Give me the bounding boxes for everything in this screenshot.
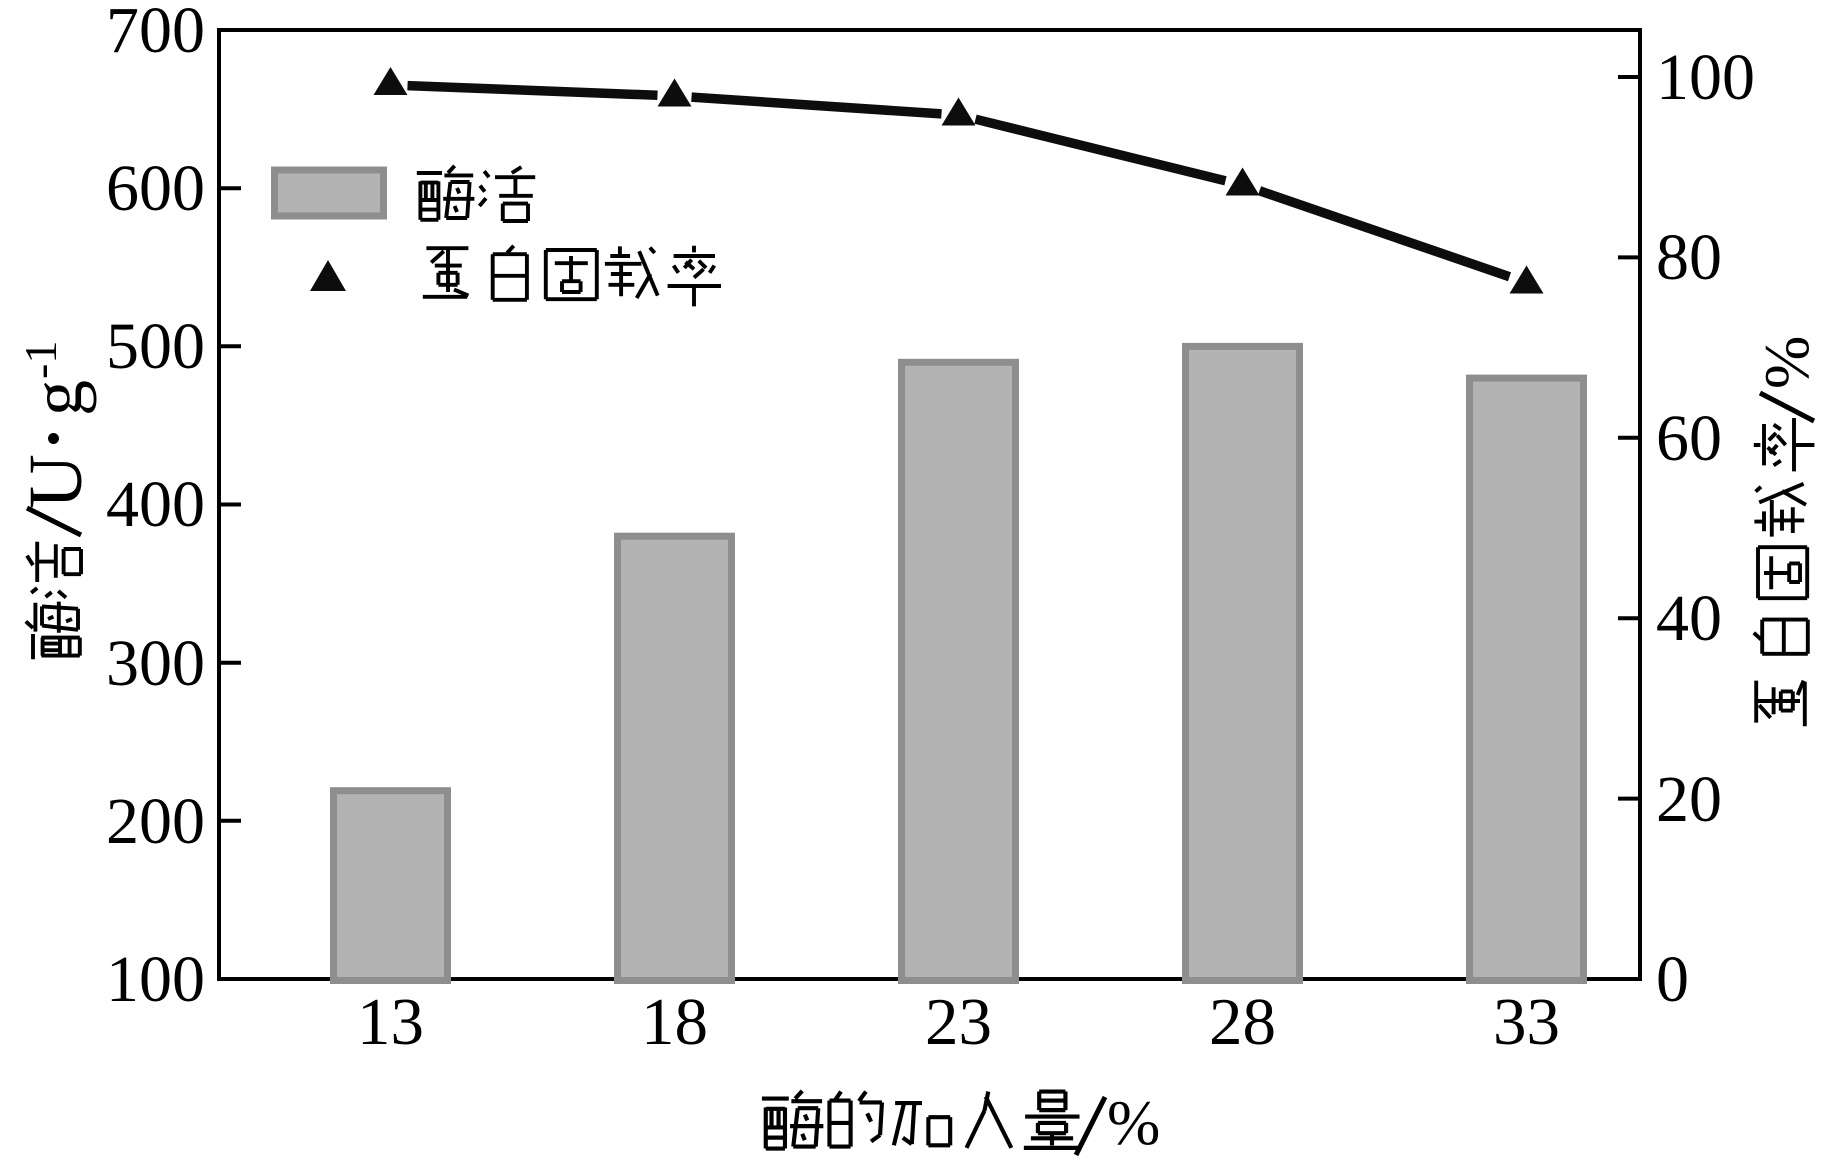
svg-text:100: 100 <box>106 943 205 1016</box>
svg-text:28: 28 <box>1209 985 1276 1059</box>
svg-text:33: 33 <box>1493 985 1560 1059</box>
svg-text:80: 80 <box>1656 221 1722 294</box>
svg-text:13: 13 <box>357 985 424 1059</box>
svg-text:40: 40 <box>1656 582 1722 655</box>
svg-text:300: 300 <box>106 627 205 700</box>
svg-text:20: 20 <box>1656 763 1722 836</box>
svg-text:100: 100 <box>1656 41 1755 114</box>
svg-text:500: 500 <box>106 310 205 383</box>
svg-text:60: 60 <box>1656 402 1722 475</box>
svg-text:0: 0 <box>1656 943 1689 1016</box>
svg-text:18: 18 <box>641 985 708 1059</box>
svg-text:U: U <box>14 454 98 509</box>
svg-text:%: % <box>1751 336 1822 389</box>
svg-text:%: % <box>1107 1087 1160 1158</box>
svg-text:700: 700 <box>106 0 205 67</box>
svg-text:600: 600 <box>106 152 205 225</box>
svg-text:400: 400 <box>106 468 205 541</box>
svg-text:-1: -1 <box>15 341 66 379</box>
svg-text:g: g <box>17 380 97 416</box>
svg-text:200: 200 <box>106 785 205 858</box>
svg-text:23: 23 <box>925 985 992 1059</box>
